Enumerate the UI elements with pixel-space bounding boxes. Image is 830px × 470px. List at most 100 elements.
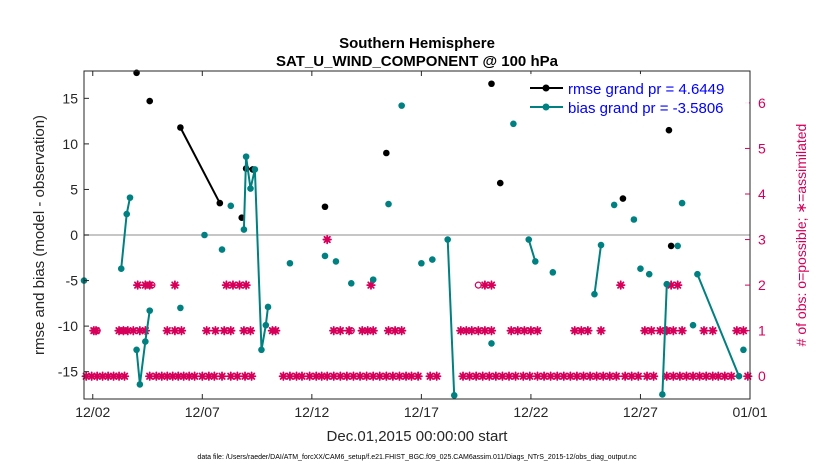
assimilated-obs-marker: [234, 280, 245, 290]
assimilated-obs-marker: [425, 371, 435, 381]
bias-point: [678, 199, 686, 207]
assimilated-obs-marker: [297, 371, 307, 381]
assimilated-obs-marker: [388, 371, 398, 381]
assimilated-obs-marker: [532, 325, 543, 336]
bias-point: [133, 346, 140, 354]
bias-point: [251, 166, 259, 173]
assimilated-obs-marker: [92, 371, 102, 381]
bias-point: [258, 346, 265, 354]
assimilated-obs-marker: [97, 371, 108, 381]
assimilated-obs-marker: [132, 280, 143, 290]
rmse-point: [146, 97, 154, 105]
legend-rmse-label: rmse grand pr = 4.6449: [568, 81, 724, 98]
y2-axis-label: # of obs: o=possible; ∗=assimilated: [793, 124, 809, 347]
assimilated-obs-marker: [366, 280, 376, 290]
bias-point: [694, 270, 701, 278]
rmse-point: [619, 195, 627, 202]
assimilated-obs-marker: [677, 325, 687, 336]
x-tick-label: 12/27: [623, 404, 658, 420]
assimilated-obs-marker: [497, 371, 508, 381]
assimilated-obs-marker: [666, 280, 676, 290]
rmse-point: [216, 199, 224, 207]
y2-tick-label: 0: [758, 368, 766, 384]
assimilated-obs-marker: [620, 371, 630, 381]
bias-point: [637, 265, 644, 273]
y-axis-ticks: -15 -10 -5 0 5 10 15: [58, 90, 89, 380]
assimilated-obs-marker: [738, 325, 749, 336]
assimilated-obs-marker: [456, 325, 466, 336]
assimilated-obs-marker: [128, 325, 138, 336]
bias-point: [264, 303, 272, 311]
assimilated-obs-marker: [640, 325, 650, 336]
assimilated-obs-marker: [342, 371, 352, 381]
assimilated-obs-marker: [201, 325, 212, 336]
assimilated-obs-marker: [486, 325, 497, 336]
assimilated-obs-marker: [578, 371, 589, 381]
assimilated-obs-marker: [317, 371, 327, 381]
assimilated-obs-marker: [368, 371, 378, 381]
bias-point: [689, 321, 697, 329]
y-tick-label: 10: [62, 136, 78, 152]
y2-tick-label: 4: [758, 186, 766, 202]
assimilated-obs-marker: [675, 371, 685, 381]
assimilated-obs-marker: [467, 325, 477, 336]
assimilated-obs-marker: [513, 325, 523, 336]
assimilated-obs-marker: [668, 325, 679, 336]
assimilated-obs-marker: [596, 325, 606, 336]
assimilated-obs-marker: [552, 371, 562, 381]
assimilated-obs-marker: [176, 325, 187, 336]
assimilated-obs-marker: [559, 371, 569, 381]
assimilated-obs-marker: [605, 371, 615, 381]
assimilated-obs-marker: [519, 325, 530, 336]
x-axis-ticks: 12/02 12/07 12/12 12/17 12/22 12/27 01/01: [75, 71, 768, 420]
bias-line-segment: [527, 239, 537, 262]
assimilated-obs-marker: [545, 371, 556, 381]
assimilated-obs-marker: [189, 371, 200, 381]
bias-point: [444, 236, 451, 243]
bias-point: [659, 391, 666, 398]
y2-tick-label: 5: [758, 140, 766, 156]
assimilated-obs-marker: [209, 371, 220, 381]
data-file-footer: data file: /Users/raeder/DAI/ATM_forcXX/…: [197, 454, 637, 461]
bias-point: [242, 153, 250, 160]
assimilated-obs-marker: [285, 371, 295, 381]
bias-point: [123, 210, 131, 218]
assimilated-obs-marker: [486, 280, 497, 290]
assimilated-obs-marker: [648, 371, 659, 381]
bias-point: [321, 252, 329, 260]
bias-point: [663, 280, 671, 288]
bias-point: [332, 258, 340, 265]
assimilated-obs-marker: [108, 371, 119, 381]
possible-obs-marker: [663, 327, 671, 335]
assimilated-obs-marker: [406, 371, 417, 381]
assimilated-obs-marker: [381, 371, 392, 381]
assimilated-obs-marker: [668, 371, 679, 381]
chart-subtitle: SAT_U_WIND_COMPONENT @ 100 hPa: [276, 53, 559, 70]
assimilated-obs-marker: [311, 371, 321, 381]
assimilated-obs-marker: [611, 371, 622, 381]
bias-point: [532, 258, 539, 265]
bias-point: [227, 202, 235, 210]
bias-point: [549, 269, 557, 276]
assimilated-obs-marker: [458, 371, 468, 381]
assimilated-obs-marker: [145, 371, 155, 381]
bias-point: [247, 185, 254, 192]
assimilated-obs-marker: [348, 371, 359, 381]
assimilated-obs-marker: [329, 325, 339, 336]
assimilated-obs-marker: [565, 371, 576, 381]
assimilated-obs-marker: [86, 371, 97, 381]
assimilated-obs-marker: [576, 325, 587, 336]
assimilated-obs-marker: [432, 371, 442, 381]
bias-point: [450, 392, 458, 399]
bias-line-segment: [446, 239, 456, 396]
assimilated-obs-marker: [662, 371, 672, 381]
assimilated-obs-marker: [390, 325, 400, 336]
assimilated-obs-marker: [170, 325, 180, 336]
y2-tick-label: 1: [758, 323, 766, 339]
assimilated-obs-marker: [135, 325, 145, 336]
assimilated-obs-marker: [396, 325, 407, 336]
assimilated-obs-marker: [720, 371, 730, 381]
bias-point: [201, 231, 208, 239]
x-axis-label: Dec.01,2015 00:00:00 start: [327, 428, 509, 445]
rmse-point: [177, 124, 184, 131]
